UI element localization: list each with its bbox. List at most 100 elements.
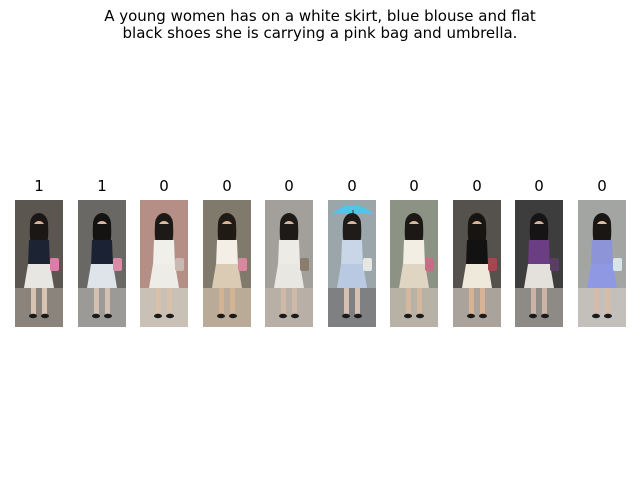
ground bbox=[515, 288, 563, 327]
blouse bbox=[216, 240, 238, 266]
person-photo bbox=[328, 200, 376, 327]
blouse bbox=[278, 240, 300, 266]
right-leg bbox=[355, 288, 360, 314]
pedestrian-image bbox=[15, 200, 63, 327]
right-shoe bbox=[416, 313, 424, 319]
match-label: 0 bbox=[472, 177, 482, 195]
right-leg bbox=[417, 288, 422, 314]
bag bbox=[300, 258, 309, 271]
bag bbox=[50, 258, 59, 271]
right-leg bbox=[105, 288, 110, 314]
left-leg bbox=[531, 288, 536, 314]
right-shoe bbox=[166, 313, 174, 319]
right-leg bbox=[42, 288, 47, 314]
pedestrian-image bbox=[390, 200, 438, 327]
blouse bbox=[403, 240, 425, 266]
skirt bbox=[87, 264, 117, 288]
left-shoe bbox=[279, 313, 287, 319]
bag bbox=[488, 258, 497, 271]
pedestrian-image bbox=[203, 200, 251, 327]
bag bbox=[363, 258, 372, 271]
pedestrian-image bbox=[78, 200, 126, 327]
ground bbox=[390, 288, 438, 327]
skirt bbox=[24, 264, 54, 288]
person-photo bbox=[390, 200, 438, 327]
pedestrian-image bbox=[515, 200, 563, 327]
ground bbox=[78, 288, 126, 327]
blouse bbox=[153, 240, 175, 266]
ground bbox=[328, 288, 376, 327]
pedestrian-image bbox=[453, 200, 501, 327]
bag bbox=[550, 258, 559, 271]
skirt bbox=[274, 264, 304, 288]
ground bbox=[578, 288, 626, 327]
left-shoe bbox=[342, 313, 350, 319]
right-shoe bbox=[229, 313, 237, 319]
person-photo bbox=[203, 200, 251, 327]
left-shoe bbox=[404, 313, 412, 319]
right-leg bbox=[167, 288, 172, 314]
person-photo bbox=[515, 200, 563, 327]
ground bbox=[140, 288, 188, 327]
person-photo bbox=[140, 200, 188, 327]
bag bbox=[425, 258, 434, 271]
left-leg bbox=[281, 288, 286, 314]
left-shoe bbox=[92, 313, 100, 319]
right-shoe bbox=[41, 313, 49, 319]
bag bbox=[113, 258, 122, 271]
match-label: 0 bbox=[284, 177, 294, 195]
ground bbox=[453, 288, 501, 327]
person-photo bbox=[453, 200, 501, 327]
right-shoe bbox=[354, 313, 362, 319]
left-leg bbox=[344, 288, 349, 314]
person-photo bbox=[265, 200, 313, 327]
match-label: 1 bbox=[97, 177, 107, 195]
left-leg bbox=[31, 288, 36, 314]
ground bbox=[203, 288, 251, 327]
match-label: 0 bbox=[534, 177, 544, 195]
skirt bbox=[212, 264, 242, 288]
pedestrian-image bbox=[265, 200, 313, 327]
right-shoe bbox=[104, 313, 112, 319]
pedestrian-image bbox=[140, 200, 188, 327]
match-label: 1 bbox=[34, 177, 44, 195]
right-shoe bbox=[604, 313, 612, 319]
caption-line-2: black shoes she is carrying a pink bag a… bbox=[122, 24, 518, 42]
figure-caption: A young women has on a white skirt, blue… bbox=[0, 8, 640, 42]
right-leg bbox=[542, 288, 547, 314]
left-leg bbox=[219, 288, 224, 314]
bag bbox=[238, 258, 247, 271]
left-leg bbox=[156, 288, 161, 314]
person-photo bbox=[78, 200, 126, 327]
left-shoe bbox=[592, 313, 600, 319]
blouse bbox=[91, 240, 113, 266]
right-leg bbox=[480, 288, 485, 314]
person-photo bbox=[15, 200, 63, 327]
left-shoe bbox=[467, 313, 475, 319]
skirt bbox=[524, 264, 554, 288]
bag bbox=[613, 258, 622, 271]
left-shoe bbox=[29, 313, 37, 319]
left-leg bbox=[469, 288, 474, 314]
right-shoe bbox=[479, 313, 487, 319]
right-leg bbox=[292, 288, 297, 314]
blouse bbox=[28, 240, 50, 266]
left-shoe bbox=[154, 313, 162, 319]
right-leg bbox=[605, 288, 610, 314]
left-leg bbox=[406, 288, 411, 314]
skirt bbox=[462, 264, 492, 288]
caption-line-1: A young women has on a white skirt, blue… bbox=[104, 7, 536, 25]
left-leg bbox=[94, 288, 99, 314]
blouse bbox=[466, 240, 488, 266]
match-label: 0 bbox=[347, 177, 357, 195]
right-leg bbox=[230, 288, 235, 314]
ground bbox=[265, 288, 313, 327]
blouse bbox=[341, 240, 363, 266]
left-leg bbox=[594, 288, 599, 314]
blouse bbox=[591, 240, 613, 266]
person-photo bbox=[578, 200, 626, 327]
match-label: 0 bbox=[222, 177, 232, 195]
ground bbox=[15, 288, 63, 327]
skirt bbox=[399, 264, 429, 288]
